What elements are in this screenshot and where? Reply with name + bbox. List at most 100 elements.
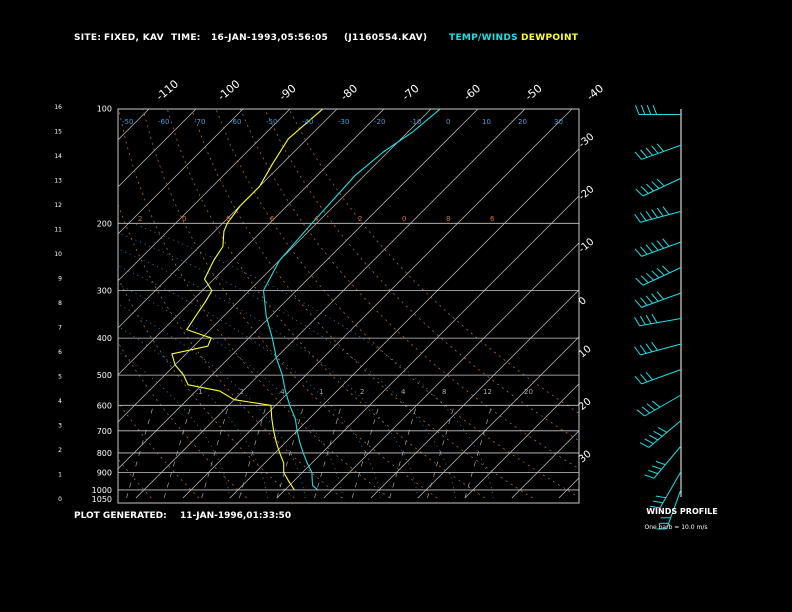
- pressure-tick-label: 700: [97, 427, 112, 436]
- wind-barb-flag: [656, 207, 664, 217]
- wind-barb-flag: [640, 149, 648, 158]
- dry-adiabat-label: 0: [402, 215, 406, 223]
- height-tick-label: 12: [54, 202, 62, 209]
- isotherm-line: [464, 383, 579, 499]
- height-tick-label: 6: [58, 349, 62, 356]
- height-tick-label: 8: [58, 300, 62, 307]
- isotherm-line: [276, 195, 579, 499]
- mixing-ratio-label: .4: [278, 388, 285, 396]
- wind-barb-flag: [644, 474, 655, 479]
- height-tick-label: 14: [54, 153, 62, 160]
- wind-barb-flag: [640, 246, 648, 255]
- height-tick-label: 4: [58, 398, 62, 405]
- wind-barb-staff: [642, 267, 682, 286]
- pressure-tick-label: 1050: [92, 495, 112, 504]
- dry-adiabat-label: 2: [358, 215, 362, 223]
- wind-barb-flag: [651, 400, 661, 408]
- wind-barb-staff: [642, 177, 682, 197]
- mixing-ratio-label: 2: [360, 388, 364, 396]
- dry-adiabat-label: 4: [314, 215, 319, 223]
- isotherm-line: [370, 289, 579, 499]
- wind-barb-flag: [634, 104, 640, 115]
- mixing-ratio-line: [389, 405, 417, 499]
- isotherm-line: [135, 109, 526, 499]
- wind-barb-staff: [653, 445, 682, 479]
- plot-area: [118, 109, 579, 499]
- isotherm-line: [118, 109, 150, 141]
- wind-barb-flag: [651, 181, 660, 189]
- wind-barb-flag: [662, 206, 670, 215]
- mixing-ratio-line: [351, 405, 380, 499]
- mixing-ratio-label: 4: [401, 388, 406, 396]
- isotherm-line: [118, 109, 244, 235]
- moist-adiabat-label: -20: [374, 118, 385, 126]
- site-label: SITE:: [74, 33, 102, 43]
- wind-barb-flag: [646, 403, 656, 411]
- height-tick-label: 2: [58, 447, 62, 454]
- wind-barb-flag: [645, 343, 653, 353]
- site-value: FIXED, KAV: [104, 33, 164, 43]
- wind-barb-flag: [651, 209, 658, 218]
- mixing-ratio-label: .1: [196, 388, 203, 396]
- wind-barb-flag: [640, 373, 648, 383]
- mixing-ratio-line: [314, 405, 342, 499]
- moist-adiabat-label: -50: [266, 118, 277, 126]
- pressure-tick-label: 400: [97, 334, 112, 343]
- dry-adiabat-label: 8: [446, 215, 450, 223]
- wind-barb-flag: [651, 313, 658, 323]
- wind-barb-flag: [645, 371, 653, 381]
- moist-adiabat-line: [132, 222, 494, 499]
- dry-adiabat-line: [142, 109, 438, 499]
- pressure-tick-label: 300: [97, 286, 112, 295]
- moist-adiabat-label: 10: [482, 118, 491, 126]
- wind-barb-flag: [656, 291, 665, 300]
- pressure-tick-label: 900: [97, 468, 112, 477]
- mixing-ratio-label: 8: [442, 388, 446, 396]
- right-temp-tick-label: -30: [577, 131, 597, 150]
- wind-barb-flag: [662, 265, 670, 274]
- right-temp-tick-label: -20: [577, 184, 597, 203]
- wind-barb-staff: [641, 292, 682, 308]
- wind-barb-flag: [655, 460, 666, 466]
- right-temp-tick-label: 0: [577, 295, 589, 308]
- mixing-ratio-label: 1: [319, 388, 323, 396]
- moist-adiabat-line: [118, 303, 306, 499]
- isotherm-line: [118, 109, 338, 329]
- pressure-tick-label: 500: [97, 371, 112, 380]
- wind-barb-flag: [640, 104, 646, 115]
- moist-adiabat-label: -30: [338, 118, 349, 126]
- wind-barb-flag: [635, 188, 644, 197]
- top-temp-tick-label: -80: [338, 82, 360, 104]
- wind-barb-flag: [646, 272, 654, 281]
- isotherm-line: [118, 109, 385, 376]
- plot-generated-value: 11-JAN-1996,01:33:50: [180, 511, 292, 521]
- top-temp-tick-label: -40: [584, 82, 606, 104]
- legend-dewpoint: DEWPOINT: [521, 33, 579, 43]
- moist-adiabat-label: 20: [518, 118, 527, 126]
- wind-barb-flag: [651, 242, 659, 251]
- top-temp-tick-label: -70: [400, 82, 422, 104]
- legend-temp-winds: TEMP/WINDS: [449, 33, 518, 43]
- dry-adiabat-label: 6: [270, 215, 275, 223]
- wind-barb-flag: [634, 375, 642, 385]
- time-value: 16-JAN-1993,05:56:05: [211, 33, 329, 43]
- wind-barb-flag: [644, 438, 654, 445]
- wind-profile-title: WINDS PROFILE: [646, 507, 718, 516]
- wind-barb-staff: [648, 420, 682, 448]
- moist-adiabat-label: 30: [554, 118, 563, 126]
- height-tick-label: 7: [58, 325, 62, 332]
- wind-barb-flag: [645, 244, 653, 253]
- dry-adiabat-label: 0: [182, 215, 186, 223]
- mixing-ratio-line: [126, 405, 154, 499]
- wind-barb-staff: [639, 318, 682, 327]
- mixing-ratio-line: [163, 405, 192, 499]
- height-tick-label: 9: [58, 276, 62, 283]
- pressure-tick-label: 100: [97, 105, 112, 114]
- top-temp-tick-label: -60: [461, 82, 483, 104]
- dry-adiabat-line: [166, 109, 486, 499]
- wind-barb-staff: [659, 471, 682, 509]
- pressure-tick-label: 200: [97, 219, 112, 228]
- dry-adiabat-line: [264, 109, 579, 442]
- height-tick-label: 3: [58, 423, 62, 430]
- wind-barb-flag: [636, 409, 645, 417]
